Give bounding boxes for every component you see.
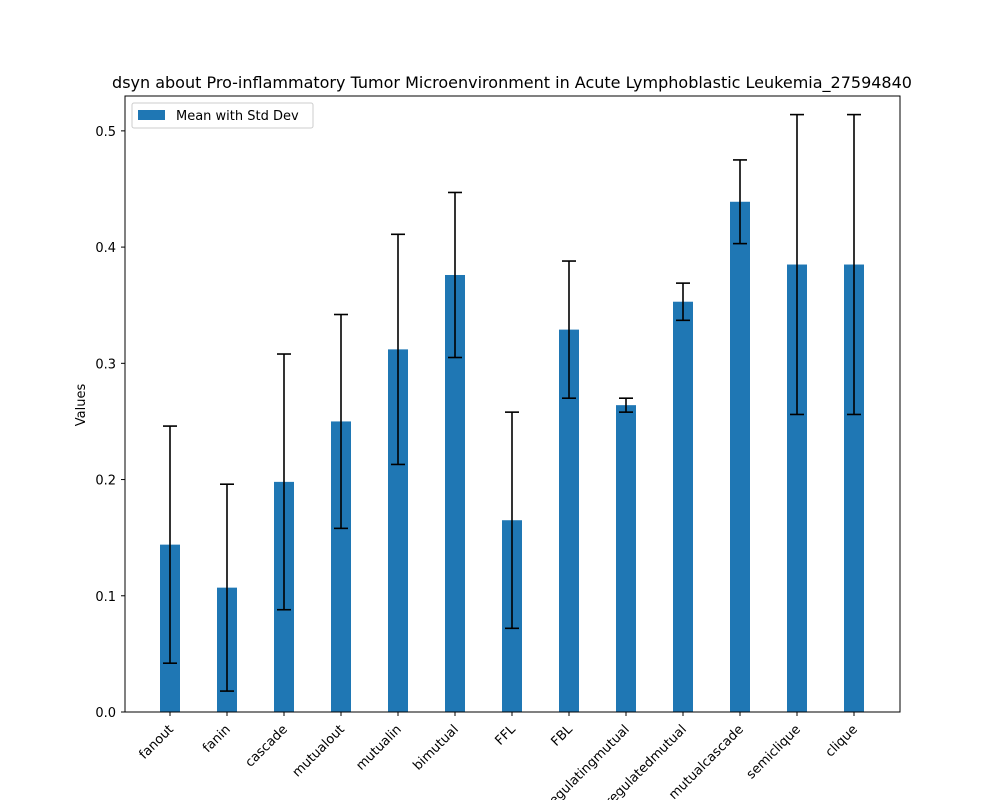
bars-layer (160, 201, 864, 712)
bar-clique (844, 264, 864, 712)
bar-regulatedmutual (673, 301, 693, 712)
y-tick-label: 0.5 (95, 125, 116, 140)
x-tick-label: FFL (493, 722, 520, 749)
error-bar-mutualout (334, 313, 348, 530)
x-tick-label: fanout (136, 722, 176, 762)
bar-regulatingmutual (616, 405, 636, 712)
bar-semiclique (787, 264, 807, 712)
y-axis-ticks: 0.0 0.1 0.2 0.3 0.4 0.5 (95, 125, 125, 721)
x-tick-label: semiclique (744, 722, 804, 782)
y-tick-label: 0.0 (95, 706, 116, 721)
y-tick-label: 0.3 (95, 357, 116, 372)
error-bar-FFL (505, 411, 519, 630)
chart-title: dsyn about Pro-inflammatory Tumor Microe… (112, 73, 912, 93)
x-tick-label: mutualout (290, 722, 348, 780)
legend-swatch (138, 110, 165, 120)
error-bar-cascade (277, 353, 291, 611)
y-tick-label: 0.2 (95, 474, 116, 489)
legend: Mean with Std Dev (131, 102, 314, 129)
bar-mutualcascade (730, 201, 750, 712)
plot-frame (124, 95, 901, 713)
error-bar-fanout (163, 425, 177, 664)
bar-mutualin (388, 349, 408, 712)
legend-label: Mean with Std Dev (176, 109, 299, 124)
error-bar-fanin (220, 483, 234, 692)
error-bar-clique (847, 113, 861, 416)
error-bar-regulatedmutual (676, 282, 690, 322)
error-bar-regulatingmutual (619, 397, 633, 413)
error-bar-semiclique (790, 113, 804, 416)
y-axis-label: Values (74, 384, 89, 427)
bar-mutualout (331, 421, 351, 712)
error-bar-FBL (562, 260, 576, 399)
y-tick-label: 0.4 (95, 241, 116, 256)
error-bar-bimutual (448, 191, 462, 359)
x-tick-label: fanin (200, 722, 234, 756)
x-tick-label: FBL (549, 722, 577, 750)
x-tick-label: clique (823, 722, 861, 760)
x-tick-label: bimutual (410, 722, 461, 773)
bar-bimutual (445, 274, 465, 712)
x-tick-label: mutualin (353, 722, 404, 773)
legend-box (131, 102, 314, 129)
error-bar-mutualcascade (733, 159, 747, 245)
bar-FBL (559, 329, 579, 712)
x-tick-label: cascade (243, 722, 291, 770)
y-tick-label: 0.1 (95, 590, 116, 605)
error-bars-layer (163, 113, 861, 692)
error-bar-mutualin (391, 233, 405, 466)
